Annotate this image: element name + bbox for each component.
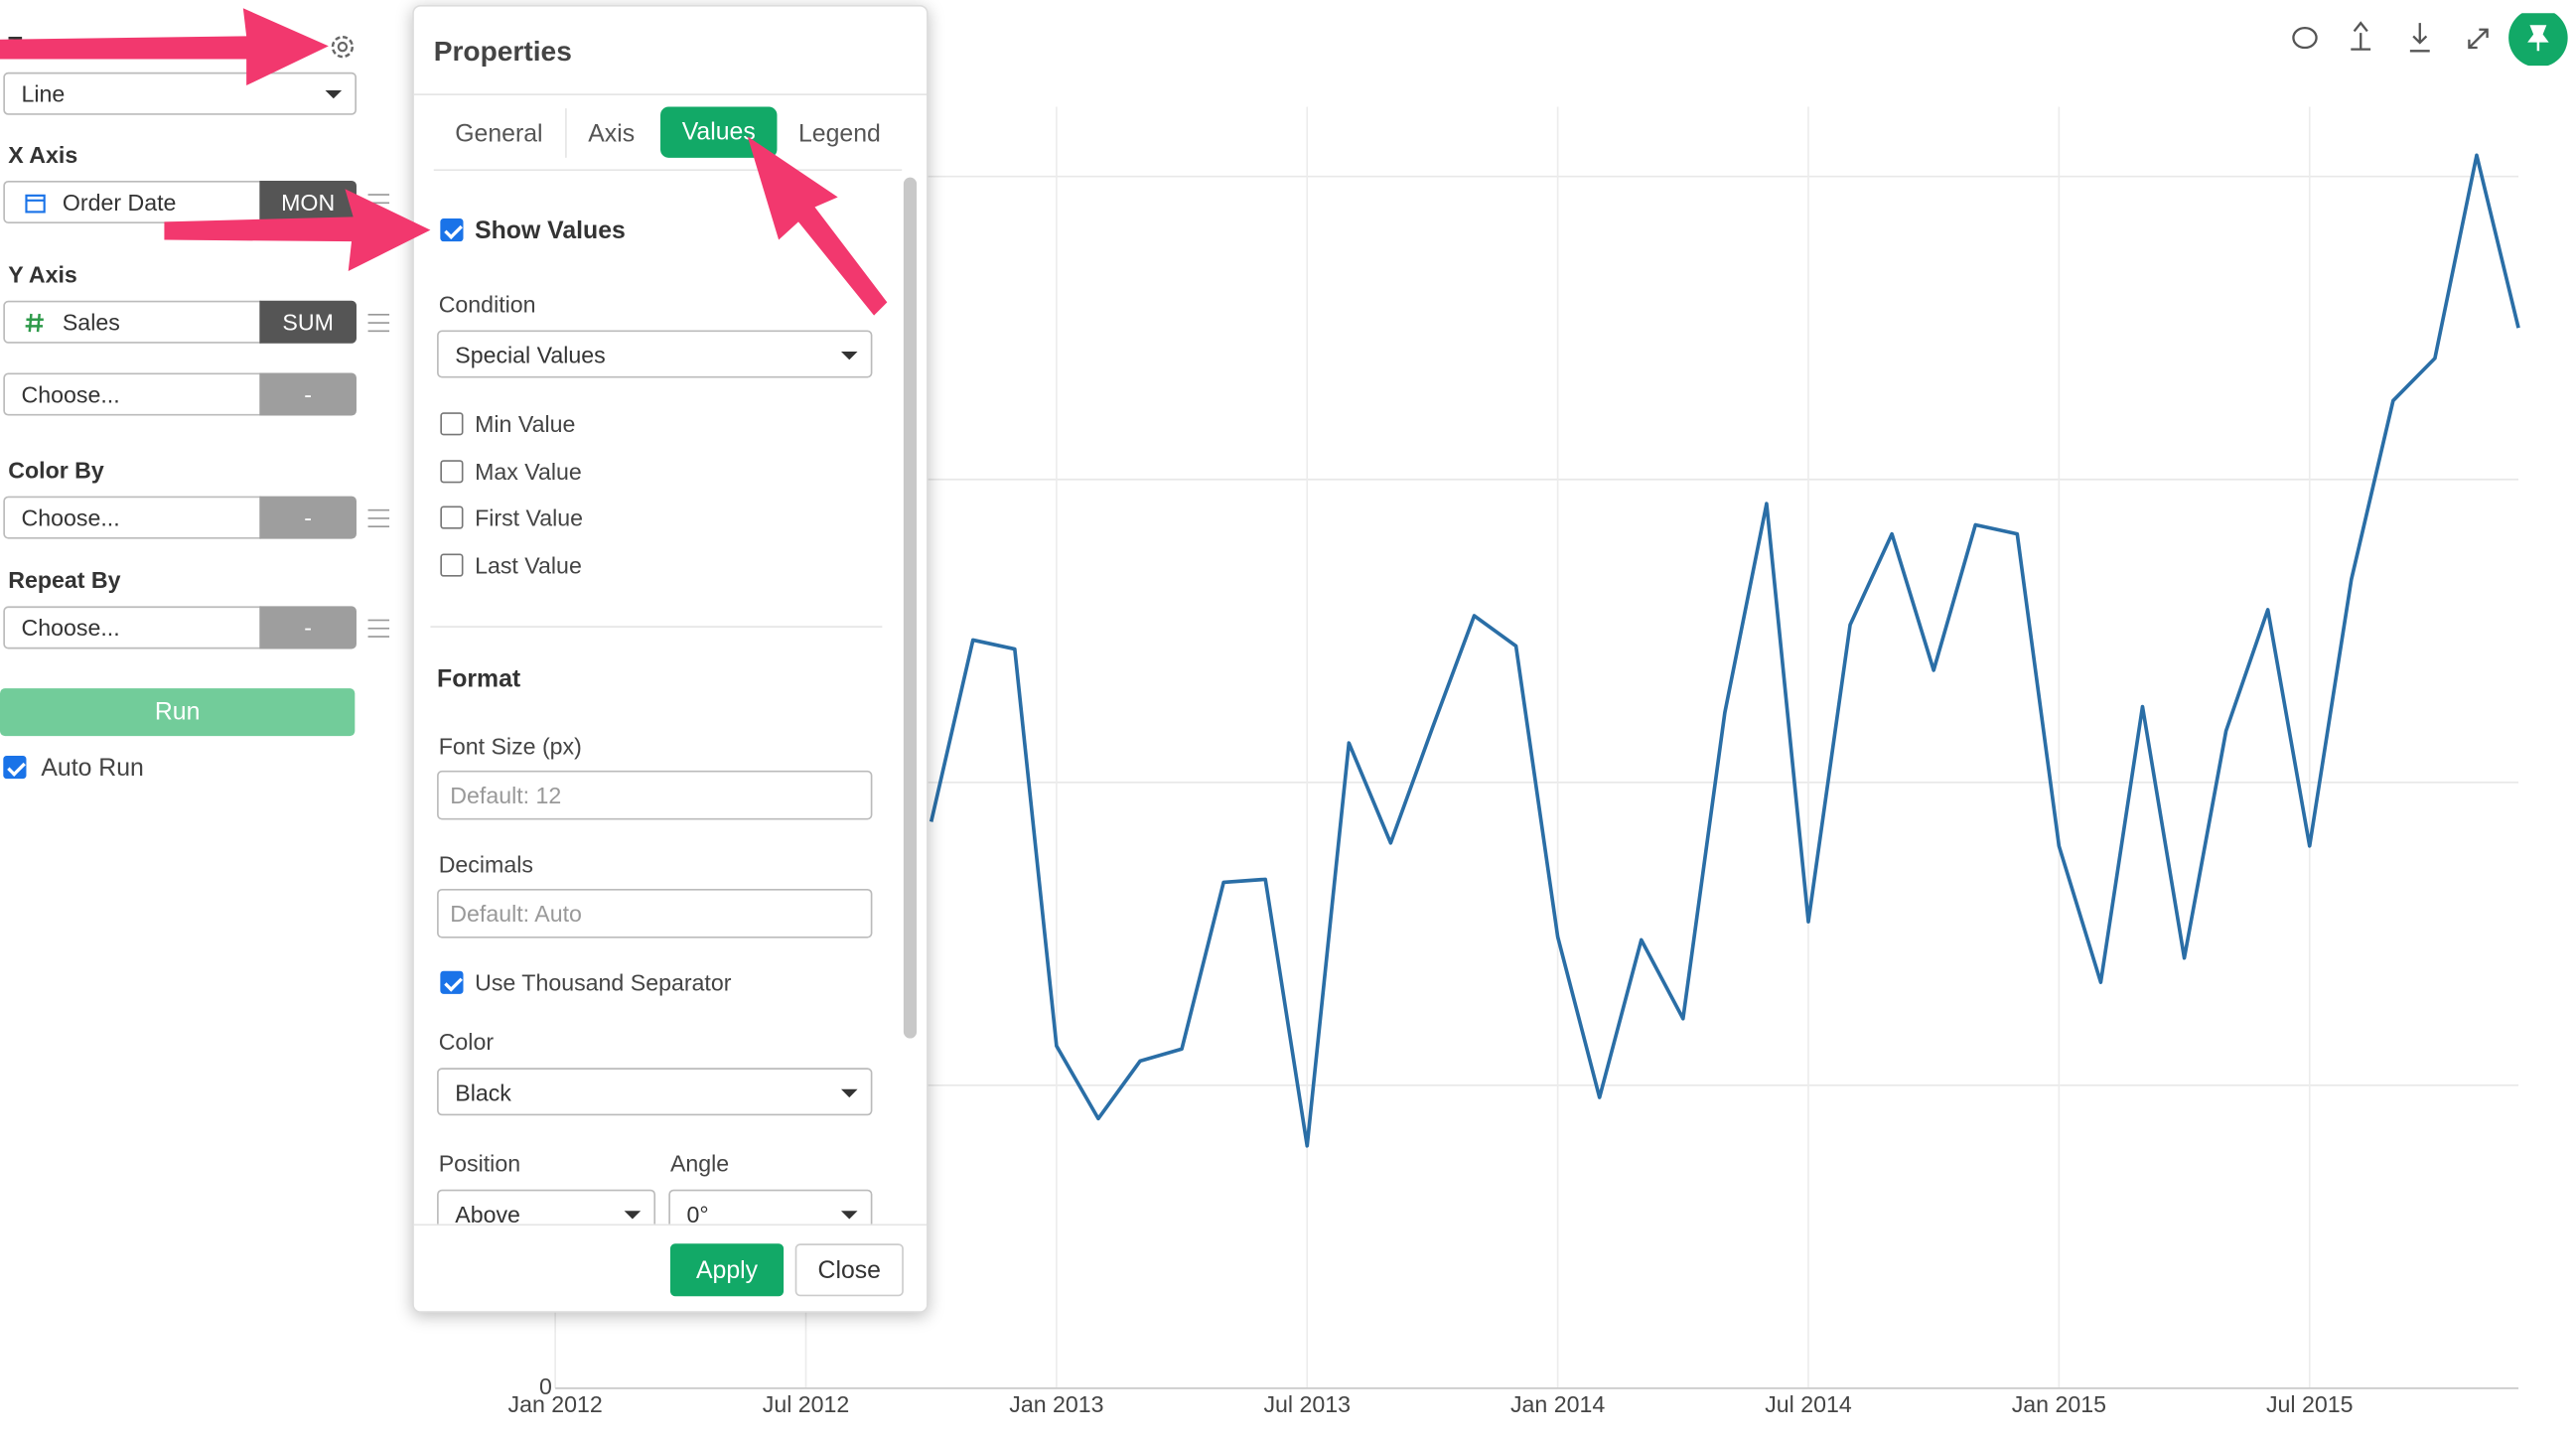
x-tick-label: Jul 2014 [1765, 1391, 1852, 1417]
run-button[interactable]: Run [0, 688, 356, 737]
menu-icon[interactable] [367, 194, 390, 213]
x-tick-label: Jan 2014 [1510, 1391, 1605, 1417]
y-axis-field[interactable]: Sales [3, 300, 262, 344]
color-by-label: Color By [8, 456, 104, 484]
type-label: Type [8, 31, 61, 58]
tab[interactable]: Legend [797, 119, 881, 148]
repeat-by-agg[interactable]: - [259, 606, 357, 649]
option-label: Min Value [475, 410, 576, 438]
angle-value: 0° [686, 1200, 709, 1226]
font-size-label: Font Size (px) [438, 732, 582, 760]
option-label: Last Value [475, 551, 582, 579]
color-value: Black [455, 1079, 511, 1105]
repeat-by-field-text: Choose... [21, 614, 120, 642]
line-series [929, 153, 2520, 1148]
settings-icon[interactable] [329, 33, 357, 61]
font-size-input[interactable]: Default: 12 [437, 770, 873, 820]
angle-label: Angle [669, 1150, 730, 1177]
repeat-by-label: Repeat By [8, 566, 121, 594]
condition-label: Condition [438, 290, 536, 318]
option-label: Max Value [475, 458, 582, 485]
menu-icon[interactable] [367, 619, 390, 638]
x-axis-label: X Axis [8, 141, 78, 168]
x-axis-field-text: Order Date [62, 189, 177, 216]
auto-run-checkbox[interactable] [3, 755, 27, 780]
calendar-icon [25, 193, 46, 213]
properties-dialog: Properties General Axis Values Legend Sh… [412, 4, 929, 1313]
repeat-by-field[interactable]: Choose... [3, 606, 262, 649]
tab-separator [565, 108, 567, 158]
y-axis-agg2[interactable]: - [259, 372, 357, 416]
dialog-title: Properties [433, 36, 572, 68]
tab-active[interactable]: Values [660, 106, 778, 158]
font-size-placeholder: Default: 12 [450, 782, 562, 808]
y-axis-field2[interactable]: Choose... [3, 372, 262, 416]
x-tick-label: Jan 2015 [2012, 1391, 2106, 1417]
pin-icon [2527, 25, 2549, 52]
option-checkbox[interactable] [440, 459, 464, 483]
y-axis-label: Y Axis [8, 261, 77, 288]
decimals-input[interactable]: Default: Auto [437, 888, 873, 938]
menu-icon[interactable] [367, 313, 390, 333]
y-axis-field2-text: Choose... [21, 380, 120, 408]
show-values-checkbox[interactable] [440, 218, 464, 242]
option-label: First Value [475, 505, 584, 531]
option-checkbox[interactable] [440, 506, 464, 530]
x-axis-agg[interactable]: MON [259, 180, 357, 223]
divider [413, 93, 928, 95]
color-select[interactable]: Black [437, 1068, 873, 1116]
color-label: Color [438, 1028, 495, 1056]
divider [430, 626, 883, 628]
show-values-label: Show Values [475, 216, 626, 245]
thousand-separator-checkbox[interactable] [440, 970, 464, 994]
x-tick-label: Jan 2013 [1009, 1391, 1103, 1417]
upload-icon[interactable] [2351, 21, 2371, 51]
decimals-placeholder: Default: Auto [450, 900, 582, 928]
scrollbar[interactable] [903, 177, 918, 1039]
expand-icon[interactable] [2468, 28, 2489, 50]
tab[interactable]: Axis [588, 119, 636, 148]
close-button[interactable]: Close [794, 1243, 904, 1297]
number-icon [25, 313, 44, 332]
x-tick-label: Jul 2013 [1263, 1391, 1351, 1417]
divider [433, 169, 903, 172]
option-checkbox[interactable] [440, 553, 464, 577]
y-tick-label: 0 [539, 1373, 552, 1399]
option-checkbox[interactable] [440, 412, 464, 436]
x-axis-field[interactable]: Order Date [3, 180, 262, 223]
condition-select[interactable]: Special Values [437, 330, 873, 378]
download-icon[interactable] [2409, 23, 2430, 53]
toolbar [2292, 13, 2568, 67]
tab[interactable]: General [455, 119, 543, 148]
type-value: Line [21, 80, 66, 107]
color-by-field[interactable]: Choose... [3, 496, 262, 539]
color-by-field-text: Choose... [21, 504, 120, 531]
thousand-separator-label: Use Thousand Separator [475, 969, 732, 996]
format-heading: Format [437, 664, 521, 694]
decimals-label: Decimals [438, 850, 533, 878]
condition-value: Special Values [455, 341, 606, 367]
color-by-agg[interactable]: - [259, 496, 357, 539]
menu-icon[interactable] [367, 508, 390, 528]
type-select[interactable]: Line [3, 72, 357, 115]
x-tick-label: Jan 2012 [508, 1391, 603, 1417]
apply-button[interactable]: Apply [669, 1243, 785, 1297]
x-tick-label: Jul 2012 [763, 1391, 850, 1417]
comment-icon[interactable] [2292, 26, 2318, 50]
x-tick-label: Jul 2015 [2266, 1391, 2354, 1417]
position-value: Above [455, 1200, 520, 1226]
auto-run-label: Auto Run [41, 754, 144, 783]
position-label: Position [438, 1150, 521, 1177]
y-axis-field-text: Sales [62, 309, 120, 336]
sidebar: Type Line X Axis Order Date MON Y Axis S… [0, 0, 402, 821]
y-axis-agg[interactable]: SUM [259, 300, 357, 344]
